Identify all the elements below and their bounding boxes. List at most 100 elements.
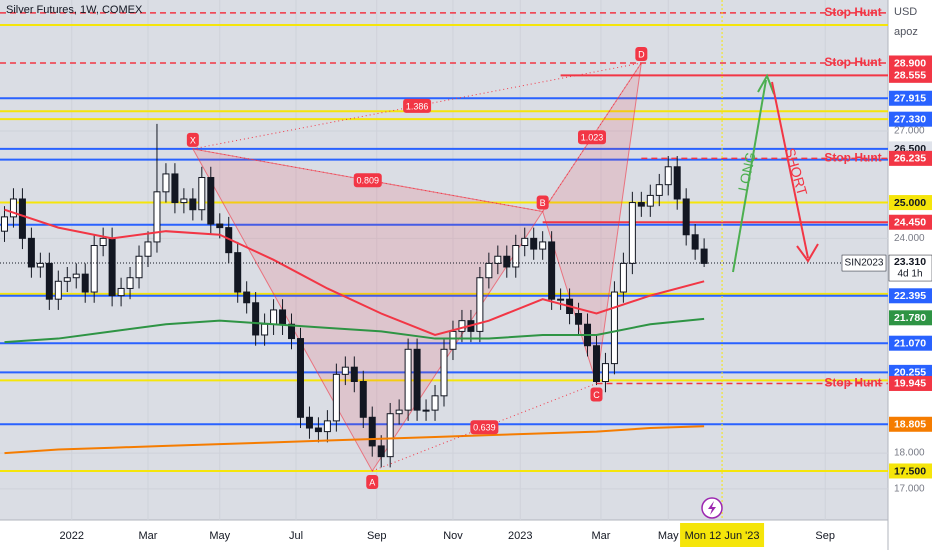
price-tag xyxy=(889,463,932,479)
long-arrow xyxy=(732,73,775,273)
candle-body xyxy=(548,241,556,300)
price-tag-label: 20.255 xyxy=(894,367,926,379)
candle-body xyxy=(422,409,430,412)
candle-body xyxy=(691,234,699,250)
candle-body xyxy=(458,320,466,332)
pattern-point-label: B xyxy=(540,198,546,208)
candle-body xyxy=(682,198,690,236)
price-tag-label: 27.915 xyxy=(894,93,926,105)
candle-body xyxy=(72,273,80,279)
candle-body xyxy=(270,309,278,325)
moving-average xyxy=(4,425,705,455)
pattern-point-box xyxy=(366,474,379,489)
price-tag xyxy=(889,55,932,71)
candle-body xyxy=(431,395,439,411)
candle-body xyxy=(359,381,367,418)
candle-body xyxy=(350,366,358,383)
chart-title: Silver Futures, 1W, COMEX xyxy=(6,4,143,16)
price-tag-label: 22.395 xyxy=(894,290,926,302)
price-tag-label: 21.070 xyxy=(894,337,926,349)
pattern-point-box xyxy=(635,46,648,61)
candle-body xyxy=(628,202,636,264)
candle-body xyxy=(9,198,17,218)
candle-body xyxy=(108,237,116,297)
candle-body xyxy=(135,255,143,279)
price-tag-label: 26.235 xyxy=(894,153,926,165)
candle-body xyxy=(395,409,403,415)
countdown-label: 4d 1h xyxy=(897,269,922,280)
candle-body xyxy=(655,184,663,196)
candle-body xyxy=(99,237,107,247)
price-tag xyxy=(889,90,932,106)
moving-average xyxy=(4,208,705,337)
candle-body xyxy=(503,255,511,268)
stop-hunt-label: Stop Hunt xyxy=(824,5,881,19)
candle-body xyxy=(63,277,71,282)
price-tag xyxy=(889,111,932,127)
candle-body xyxy=(54,280,62,300)
candle-body xyxy=(189,198,197,211)
candle-body xyxy=(646,194,654,207)
ratio-label: 1.386 xyxy=(406,101,429,111)
x-tick-label: 2022 xyxy=(60,530,84,542)
candle-body xyxy=(323,420,331,433)
stop-hunt-label: Stop Hunt xyxy=(824,151,881,165)
candle-body xyxy=(575,313,583,325)
candle-body xyxy=(664,166,672,186)
candle-body xyxy=(440,348,448,397)
candle-body xyxy=(476,277,484,332)
candle-body xyxy=(81,273,89,293)
candle-body xyxy=(413,348,421,411)
ratio-label: 0.639 xyxy=(473,423,496,433)
candle-body xyxy=(377,445,385,458)
price-tag-label: 25.000 xyxy=(894,197,926,209)
x-tick-label: Jul xyxy=(289,530,303,542)
alert-icon-bolt xyxy=(708,501,716,515)
candle-body xyxy=(539,241,547,250)
candle-body xyxy=(90,245,98,293)
candle-body xyxy=(243,291,251,304)
price-tag-label: 24.450 xyxy=(894,217,926,229)
price-tag xyxy=(889,67,932,83)
scale-mode: apoz xyxy=(894,26,918,38)
candle-body xyxy=(234,252,242,293)
price-tag-label: 28.555 xyxy=(894,70,926,82)
candle-body xyxy=(117,287,125,297)
candle-body xyxy=(279,309,287,325)
x-tick-label: Nov xyxy=(443,530,463,542)
ratio-label: 0.809 xyxy=(356,176,379,186)
currency: USD xyxy=(894,6,917,18)
price-tag-label: 17.500 xyxy=(894,465,926,477)
candle-body xyxy=(162,173,170,193)
pattern-point-box xyxy=(186,132,199,147)
candle-body xyxy=(126,277,134,289)
candle-body xyxy=(700,248,708,264)
pattern-point-label: C xyxy=(593,390,600,400)
ratio-box xyxy=(578,130,606,145)
price-tag-label: 19.945 xyxy=(894,378,926,390)
price-tag-label: 28.900 xyxy=(894,57,926,69)
candle-body xyxy=(216,223,224,229)
candle-body xyxy=(18,198,26,239)
y-tick-label: 18.000 xyxy=(894,448,925,459)
last-price-label: 23.310 xyxy=(894,256,926,268)
x-tick-label: Sep xyxy=(367,530,387,542)
candle-body xyxy=(368,416,376,447)
price-tag xyxy=(889,214,932,230)
x-tick-label: May xyxy=(209,530,230,542)
moving-average xyxy=(4,317,705,344)
candle-body xyxy=(557,298,565,301)
pattern-point-box xyxy=(536,195,549,210)
candle-body xyxy=(619,262,627,293)
candle-body xyxy=(332,373,340,422)
price-tag xyxy=(889,375,932,391)
candle-body xyxy=(673,166,681,200)
x-tick-label: 2023 xyxy=(508,530,532,542)
pattern-point-label: A xyxy=(369,477,375,487)
stop-hunt-label: Stop Hunt xyxy=(824,376,881,390)
price-tag-label: 21.780 xyxy=(894,312,926,324)
price-tag xyxy=(889,335,932,351)
ratio-label: 1.023 xyxy=(581,133,604,143)
x-tick-label: May xyxy=(658,530,679,542)
